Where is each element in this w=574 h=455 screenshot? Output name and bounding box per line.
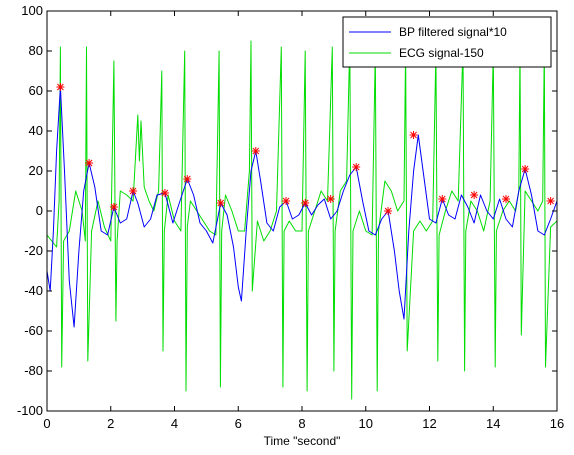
- x-tick-label: 0: [43, 416, 50, 431]
- peak-marker: [301, 199, 310, 207]
- x-tick-label: 6: [235, 416, 242, 431]
- y-tick-label: 0: [36, 203, 43, 218]
- peak-marker: [409, 131, 418, 139]
- x-tick-label: 8: [298, 416, 305, 431]
- peak-marker: [502, 195, 510, 203]
- y-tick-label: -40: [24, 283, 43, 298]
- series-line-ecg: [47, 40, 557, 400]
- x-axis-label: Time "second": [264, 434, 341, 448]
- y-tick-label: 40: [29, 123, 43, 138]
- x-tick-label: 4: [171, 416, 178, 431]
- axes: 0 2 4 6 8 10 12 14 16 -100 -80 -60 -40 -20 0 20 40 60 80 10…: [17, 3, 564, 431]
- peak-marker: [129, 187, 138, 195]
- peak-marker: [384, 207, 393, 215]
- peak-marker: [438, 195, 447, 203]
- y-tick-label: -20: [24, 243, 43, 258]
- peak-marker: [282, 197, 291, 205]
- peak-marker: [326, 195, 335, 203]
- peak-marker: [109, 203, 118, 211]
- legend-label: ECG signal-150: [399, 46, 484, 60]
- peak-marker: [160, 189, 169, 197]
- peak-marker: [546, 197, 555, 205]
- peak-marker: [85, 159, 94, 167]
- series-line-bp-filtered: [47, 86, 557, 328]
- peak-marker: [352, 163, 361, 171]
- legend-box: [342, 16, 552, 68]
- legend-label: BP filtered signal*10: [399, 25, 507, 39]
- y-tick-label: 100: [21, 3, 43, 18]
- y-tick-label: -100: [17, 403, 43, 418]
- y-tick-label: 80: [29, 43, 43, 58]
- peak-marker: [216, 199, 225, 207]
- legend: BP filtered signal*10 ECG signal-150: [342, 16, 552, 68]
- peak-marker: [251, 147, 260, 155]
- y-tick-label: -60: [24, 323, 43, 338]
- plot-area: [47, 40, 557, 400]
- y-tick-label: -80: [24, 363, 43, 378]
- x-tick-label: 16: [550, 416, 564, 431]
- x-tick-label: 14: [486, 416, 500, 431]
- x-tick-label: 2: [107, 416, 114, 431]
- x-tick-label: 12: [422, 416, 436, 431]
- y-tick-label: 60: [29, 83, 43, 98]
- y-tick-label: 20: [29, 163, 43, 178]
- peak-marker: [470, 191, 479, 199]
- x-tick-label: 10: [359, 416, 373, 431]
- peak-marker: [56, 83, 65, 91]
- peak-marker: [183, 175, 192, 183]
- peak-marker: [521, 165, 530, 173]
